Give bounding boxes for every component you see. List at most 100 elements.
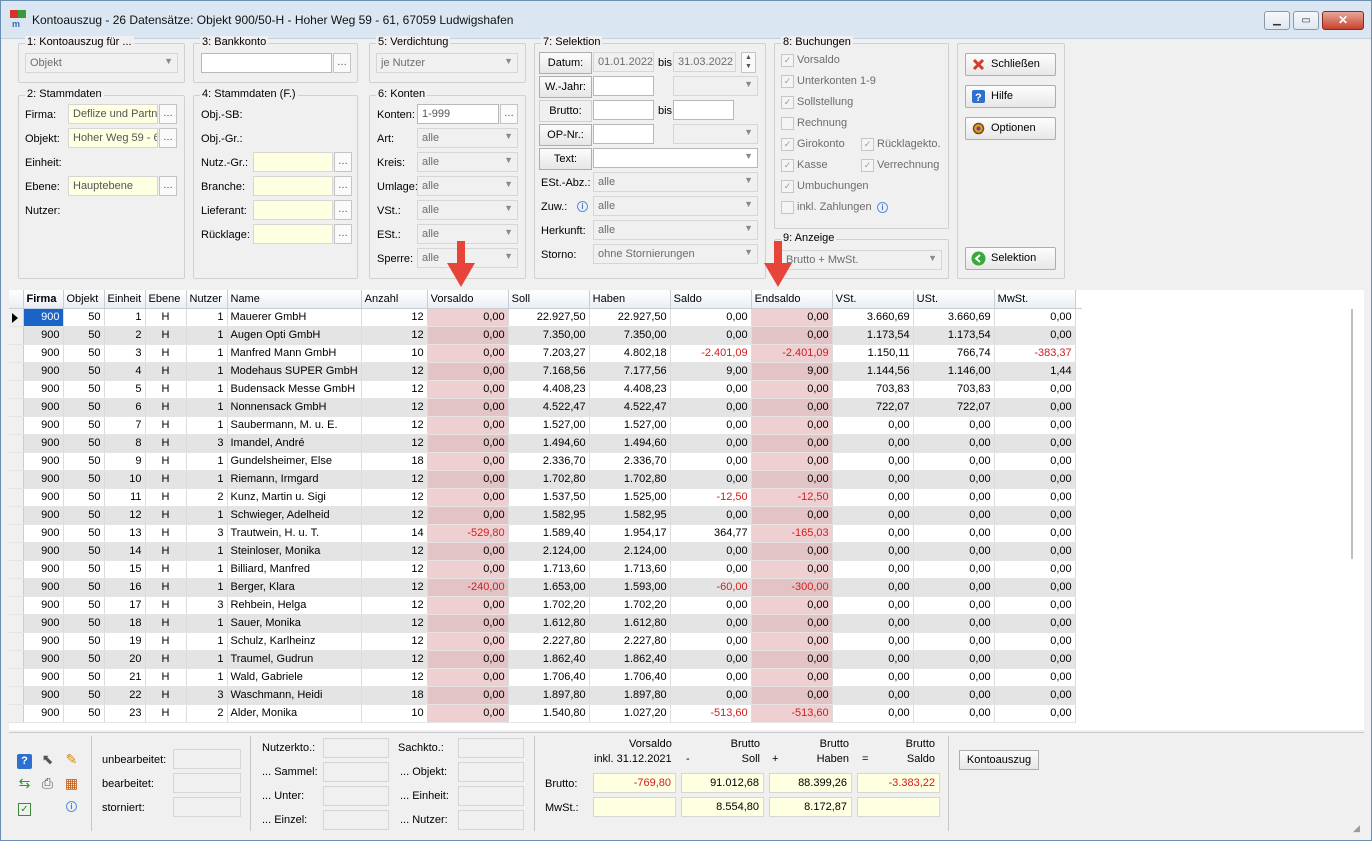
cell-ebene[interactable]: H	[145, 380, 187, 399]
row-indicator[interactable]	[9, 524, 24, 543]
cell-vst[interactable]: 722,07	[832, 398, 914, 417]
cell-nutzer[interactable]: 3	[186, 524, 228, 543]
cell-firma[interactable]: 900	[23, 650, 64, 669]
objekt-field[interactable]: Hoher Weg 59 - 6	[68, 128, 158, 148]
cell-nutzer[interactable]: 1	[186, 344, 228, 363]
info-icon[interactable]: i	[877, 202, 888, 213]
cell-name[interactable]: Alder, Monika	[227, 704, 362, 723]
cell-einheit[interactable]: 11	[104, 488, 146, 507]
cell-name[interactable]: Augen Opti GmbH	[227, 326, 362, 345]
firma-field[interactable]: Deflize und Partne	[68, 104, 158, 124]
row-indicator[interactable]	[9, 650, 24, 669]
cell-anzahl[interactable]: 12	[361, 398, 428, 417]
cell-soll[interactable]: 1.897,80	[508, 686, 590, 705]
cell-haben[interactable]: 1.897,80	[589, 686, 671, 705]
row-indicator[interactable]	[9, 308, 24, 327]
cell-nutzer[interactable]: 1	[186, 668, 228, 687]
cell-endsaldo[interactable]: 0,00	[751, 596, 833, 615]
row-indicator[interactable]	[9, 362, 24, 381]
maximize-icon[interactable]: ▭	[1293, 11, 1319, 30]
cell-ebene[interactable]: H	[145, 632, 187, 651]
table-row[interactable]: 900 50 16 H 1 Berger, Klara 12 -240,00 1.653,00 1…	[9, 578, 1082, 597]
cell-einheit[interactable]: 22	[104, 686, 146, 705]
kontoauszug-fuer-select[interactable]: Objekt ▼	[25, 53, 178, 73]
cell-ust[interactable]: 0,00	[913, 704, 995, 723]
cell-nutzer[interactable]: 3	[186, 686, 228, 705]
cell-ebene[interactable]: H	[145, 416, 187, 435]
cell-anzahl[interactable]: 12	[361, 416, 428, 435]
cell-endsaldo[interactable]: 0,00	[751, 326, 833, 345]
row-indicator[interactable]	[9, 686, 24, 705]
est-select[interactable]: alle ▼	[417, 224, 518, 244]
cell-saldo[interactable]: 0,00	[670, 452, 752, 471]
schliessen-button[interactable]: Schließen	[965, 53, 1056, 76]
cell-endsaldo[interactable]: 0,00	[751, 470, 833, 489]
cell-mwst[interactable]: 0,00	[994, 470, 1076, 489]
cell-soll[interactable]: 2.336,70	[508, 452, 590, 471]
cell-ebene[interactable]: H	[145, 668, 187, 687]
cell-firma[interactable]: 900	[23, 452, 64, 471]
cell-name[interactable]: Billiard, Manfred	[227, 560, 362, 579]
cell-mwst[interactable]: 0,00	[994, 596, 1076, 615]
table-row[interactable]: 900 50 9 H 1 Gundelsheimer, Else 18 0,00 2.336,7…	[9, 452, 1082, 471]
cell-anzahl[interactable]: 10	[361, 704, 428, 723]
cell-name[interactable]: Schulz, Karlheinz	[227, 632, 362, 651]
cell-vorsaldo[interactable]: 0,00	[427, 488, 509, 507]
cell-ebene[interactable]: H	[145, 488, 187, 507]
cell-haben[interactable]: 1.702,20	[589, 596, 671, 615]
cell-mwst[interactable]: 0,00	[994, 578, 1076, 597]
optionen-button[interactable]: Optionen	[965, 117, 1056, 140]
row-indicator[interactable]	[9, 668, 24, 687]
close-icon[interactable]: ✕	[1322, 11, 1364, 30]
column-header-haben[interactable]: Haben	[589, 290, 671, 309]
cell-endsaldo[interactable]: 0,00	[751, 398, 833, 417]
cell-firma[interactable]: 900	[23, 434, 64, 453]
cell-soll[interactable]: 1.537,50	[508, 488, 590, 507]
cell-saldo[interactable]: 0,00	[670, 506, 752, 525]
cell-vst[interactable]: 0,00	[832, 596, 914, 615]
cell-ebene[interactable]: H	[145, 596, 187, 615]
table-row[interactable]: 900 50 13 H 3 Trautwein, H. u. T. 14 -529,80 1.5…	[9, 524, 1082, 543]
cell-ust[interactable]: 0,00	[913, 560, 995, 579]
date-spinner[interactable]: ▲ ▼	[741, 52, 756, 73]
cell-anzahl[interactable]: 14	[361, 524, 428, 543]
cell-vorsaldo[interactable]: 0,00	[427, 614, 509, 633]
cell-mwst[interactable]: 0,00	[994, 614, 1076, 633]
wjahr-field[interactable]	[593, 76, 654, 96]
cell-vst[interactable]: 0,00	[832, 632, 914, 651]
art-select[interactable]: alle ▼	[417, 128, 518, 148]
cell-saldo[interactable]: 0,00	[670, 308, 752, 327]
cell-objekt[interactable]: 50	[63, 668, 105, 687]
cell-firma[interactable]: 900	[23, 596, 64, 615]
cell-mwst[interactable]: 0,00	[994, 434, 1076, 453]
cell-haben[interactable]: 2.227,80	[589, 632, 671, 651]
cell-ust[interactable]: 0,00	[913, 524, 995, 543]
storno-select[interactable]: ohne Stornierungen ▼	[593, 244, 758, 264]
cell-soll[interactable]: 2.227,80	[508, 632, 590, 651]
cell-einheit[interactable]: 16	[104, 578, 146, 597]
cell-objekt[interactable]: 50	[63, 596, 105, 615]
cell-ust[interactable]: 0,00	[913, 614, 995, 633]
cell-name[interactable]: Nonnensack GmbH	[227, 398, 362, 417]
cell-nutzer[interactable]: 1	[186, 650, 228, 669]
cell-endsaldo[interactable]: 0,00	[751, 380, 833, 399]
cell-objekt[interactable]: 50	[63, 380, 105, 399]
table-row[interactable]: 900 50 6 H 1 Nonnensack GmbH 12 0,00 4.522,47 4.5…	[9, 398, 1082, 417]
cell-mwst[interactable]: 0,00	[994, 380, 1076, 399]
row-indicator[interactable]	[9, 434, 24, 453]
cell-soll[interactable]: 1.702,20	[508, 596, 590, 615]
cell-saldo[interactable]: 0,00	[670, 668, 752, 687]
cell-einheit[interactable]: 8	[104, 434, 146, 453]
pencil-icon[interactable]: ✎	[65, 751, 78, 767]
pointer-icon[interactable]: ⬉	[41, 751, 54, 767]
cell-ebene[interactable]: H	[145, 326, 187, 345]
cell-einheit[interactable]: 20	[104, 650, 146, 669]
cell-objekt[interactable]: 50	[63, 524, 105, 543]
column-header-vst[interactable]: VSt.	[832, 290, 914, 309]
kreis-select[interactable]: alle ▼	[417, 152, 518, 172]
cell-haben[interactable]: 2.124,00	[589, 542, 671, 561]
cell-objekt[interactable]: 50	[63, 650, 105, 669]
lieferant-lookup-button[interactable]: …	[334, 200, 352, 220]
help-icon[interactable]: ?	[15, 750, 34, 769]
cell-vst[interactable]: 0,00	[832, 434, 914, 453]
